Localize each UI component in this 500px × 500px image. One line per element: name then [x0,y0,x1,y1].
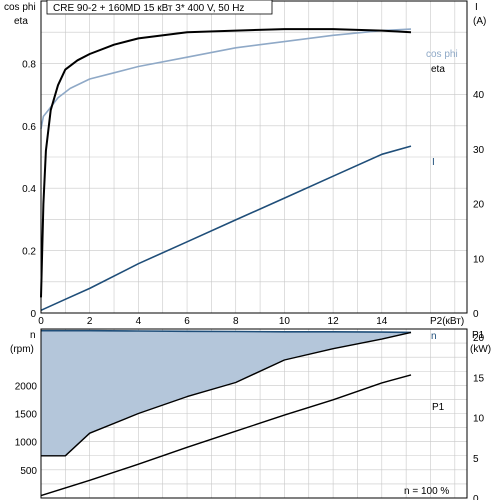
top-x-tick-label: 14 [376,316,388,327]
chart-title: CRE 90-2 + 160MD 15 кВт 3* 400 V, 50 Hz [53,3,244,14]
label-speed: n [431,331,437,342]
title-box [46,0,273,15]
top-y-right-tick-label: 0 [473,309,479,320]
top-x-tick-label: 0 [38,316,44,327]
top-x-tick-label: 4 [136,316,142,327]
top-x-tick-label: 6 [184,316,190,327]
label-p1: P1 [432,402,445,413]
label-eta: eta [431,64,445,75]
min-speed-line [41,331,412,457]
p1-line [40,374,412,497]
bottom-ylabel-right-2: (kW) [470,344,491,355]
label-cos-phi: cos phi [426,49,458,60]
top-chart-grid [41,0,467,313]
chart-series [40,28,412,497]
bottom-y-left-tick-label: 2000 [15,381,38,392]
bottom-y-right-tick-label: 20 [473,333,485,344]
bottom-y-left-tick-label: 1500 [15,410,38,421]
bottom-y-left-tick-label: 500 [20,466,37,477]
bottom-chart-fill [41,330,411,456]
top-y-left-tick-label: 0 [30,309,36,320]
eta-line [40,28,412,298]
top-ylabel-left-2: eta [14,16,28,27]
bottom-ylabel-left-1: n [30,330,36,341]
cos-phi-line [40,28,412,130]
top-x-tick-label: 10 [279,316,291,327]
top-y-left-tick-label: 0.6 [22,122,36,133]
top-y-left-tick-label: 0.8 [22,59,36,70]
top-xlabel: P2(кВт) [430,316,464,327]
top-x-tick-label: 2 [87,316,93,327]
speed-line [41,329,412,334]
bottom-y-right-tick-label: 5 [473,454,479,465]
bottom-ylabel-right-1: P1 [472,330,485,341]
top-ylabel-left-1: cos phi [4,2,36,13]
top-x-tick-label: 8 [233,316,239,327]
bottom-ylabel-left-2: (rpm) [10,344,34,355]
top-y-left-tick-label: 0.2 [22,247,36,258]
top-y-right-tick-label: 30 [473,145,485,156]
top-y-right-tick-label: 40 [473,90,485,101]
top-x-tick-label: 12 [328,316,340,327]
bottom-annotation: n = 100 % [404,486,449,497]
top-y-left-tick-label: 0.4 [22,184,36,195]
label-current: I [432,157,435,168]
chart-tick-labels: 0 2 4 6 8 10 12 14 0 0.2 0.4 0.6 0.8 0 10 20 30 40 500 1000… [15,59,485,500]
bottom-plot-frame [40,328,468,499]
bottom-y-right-tick-label: 15 [473,373,485,384]
speed-range-area [41,330,411,456]
top-ylabel-right-2: (A) [473,16,486,27]
top-y-right-tick-label: 10 [473,254,485,265]
top-y-right-tick-label: 20 [473,200,485,211]
bottom-y-right-tick-label: 0 [473,494,479,500]
bottom-y-left-tick-label: 1000 [15,438,38,449]
top-ylabel-right-1: I [475,2,478,13]
bottom-y-right-tick-label: 10 [473,414,485,425]
current-line [40,145,412,312]
